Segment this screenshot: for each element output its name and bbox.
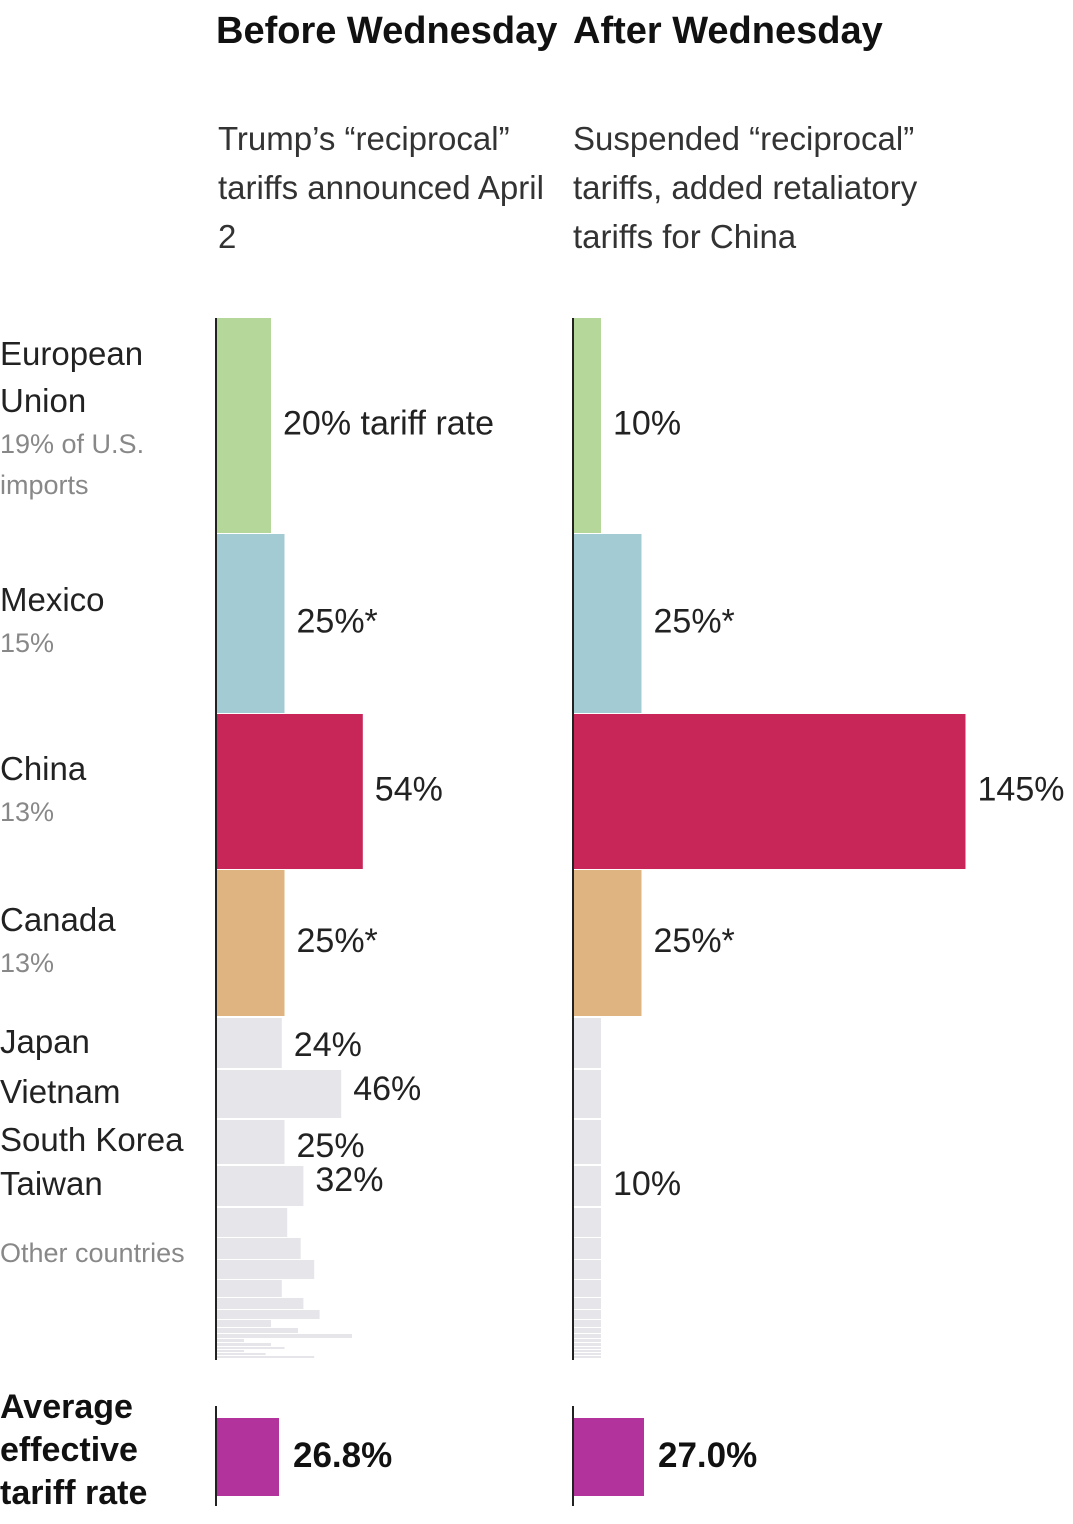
after-subtitle: Suspended “reciprocal” tariffs, added re… xyxy=(573,120,918,255)
country-label-taiwan: Taiwan xyxy=(0,1165,103,1202)
bar-after-6 xyxy=(574,1120,601,1164)
bar-label-before-1: 25%* xyxy=(297,602,378,640)
bar-before-0 xyxy=(217,318,271,533)
bar-before-2 xyxy=(217,714,363,869)
bar-label-after-3: 25%* xyxy=(654,922,735,960)
after-average-axis xyxy=(572,1406,574,1506)
other-bar-before-8 xyxy=(217,1334,352,1338)
other-bar-before-10 xyxy=(217,1343,271,1346)
average-label: Average effective tariff rate xyxy=(0,1388,148,1512)
other-countries-label: Other countries xyxy=(0,1238,185,1268)
bar-after-0 xyxy=(574,318,601,533)
bar-label-after-2: 145% xyxy=(978,770,1065,808)
category-name: European Union xyxy=(0,335,144,419)
category-share: 13% xyxy=(0,948,55,978)
other-bar-after-6 xyxy=(574,1320,601,1327)
average-value-after: 27.0% xyxy=(658,1436,758,1475)
bar-label-before-3: 25%* xyxy=(297,922,378,960)
bar-label-after-0: 10% xyxy=(613,404,681,442)
bar-label-before-5: 46% xyxy=(353,1070,421,1108)
other-bar-after-2 xyxy=(574,1260,601,1279)
other-bar-before-9 xyxy=(217,1339,244,1342)
other-bar-after-5 xyxy=(574,1310,601,1319)
other-bar-after-13 xyxy=(574,1353,601,1355)
other-bar-before-1 xyxy=(217,1238,301,1259)
bar-after-3 xyxy=(574,870,642,1016)
bar-before-5 xyxy=(217,1070,342,1118)
bar-label-before-6: 25% xyxy=(297,1127,365,1165)
before-title: Before Wednesday xyxy=(216,10,558,52)
other-bar-before-3 xyxy=(217,1280,282,1297)
category-label-mexico: Mexico 15% xyxy=(0,576,210,664)
other-bar-after-9 xyxy=(574,1339,601,1342)
bar-after-5 xyxy=(574,1070,601,1118)
before-axis-line xyxy=(215,318,217,1360)
category-share: 15% xyxy=(0,628,55,658)
bar-label-after-1: 25%* xyxy=(654,602,735,640)
category-share: 13% xyxy=(0,797,55,827)
country-label-japan: Japan xyxy=(0,1023,90,1060)
after-axis-line xyxy=(572,318,574,1360)
other-bar-after-14 xyxy=(574,1356,601,1358)
average-value-before: 26.8% xyxy=(293,1436,393,1475)
bar-label-before-7: 32% xyxy=(315,1161,383,1199)
average-swatch-after xyxy=(574,1418,644,1496)
other-bar-after-1 xyxy=(574,1238,601,1259)
bar-label-before-2: 54% xyxy=(375,770,443,808)
other-bar-after-3 xyxy=(574,1280,601,1297)
other-bar-after-0 xyxy=(574,1208,601,1237)
bar-after-2 xyxy=(574,714,966,869)
other-bar-after-8 xyxy=(574,1334,601,1338)
country-label-south-korea: South Korea xyxy=(0,1121,184,1158)
bar-after-4 xyxy=(574,1018,601,1068)
category-name: China xyxy=(0,750,87,787)
category-name: Canada xyxy=(0,901,116,938)
category-label-canada: Canada 13% xyxy=(0,896,210,984)
other-bar-before-14 xyxy=(217,1356,315,1358)
bar-before-3 xyxy=(217,870,285,1016)
other-bar-before-2 xyxy=(217,1260,315,1279)
bar-after-7 xyxy=(574,1166,601,1206)
after-title: After Wednesday xyxy=(573,10,883,52)
bar-before-6 xyxy=(217,1120,285,1164)
average-swatch-before xyxy=(217,1418,279,1496)
other-bar-before-5 xyxy=(217,1310,320,1319)
other-bar-before-7 xyxy=(217,1328,298,1333)
country-label-vietnam: Vietnam xyxy=(0,1073,121,1110)
bar-before-4 xyxy=(217,1018,282,1068)
bar-label-after-7: 10% xyxy=(613,1165,681,1203)
bar-after-1 xyxy=(574,534,642,713)
other-bar-after-10 xyxy=(574,1343,601,1346)
other-bar-before-0 xyxy=(217,1208,288,1237)
bar-label-before-4: 24% xyxy=(294,1026,362,1064)
bar-before-1 xyxy=(217,534,285,713)
other-bar-after-12 xyxy=(574,1350,601,1352)
other-bar-after-11 xyxy=(574,1347,601,1349)
bar-label-before-0: 20% tariff rate xyxy=(283,404,494,442)
other-bar-before-4 xyxy=(217,1298,304,1309)
category-share: 19% of U.S. imports xyxy=(0,429,145,500)
category-name: Mexico xyxy=(0,581,105,618)
category-label-china: China 13% xyxy=(0,745,210,833)
bar-before-7 xyxy=(217,1166,304,1206)
other-bar-before-11 xyxy=(217,1347,285,1349)
other-bar-after-4 xyxy=(574,1298,601,1309)
category-label-eu: European Union 19% of U.S. imports xyxy=(0,330,210,506)
other-bar-after-7 xyxy=(574,1328,601,1333)
before-subtitle: Trump’s “reciprocal” tariffs announced A… xyxy=(218,120,544,255)
before-average-axis xyxy=(215,1406,217,1506)
other-bar-before-13 xyxy=(217,1353,266,1355)
other-bar-before-6 xyxy=(217,1320,271,1327)
other-bar-before-12 xyxy=(217,1350,244,1352)
